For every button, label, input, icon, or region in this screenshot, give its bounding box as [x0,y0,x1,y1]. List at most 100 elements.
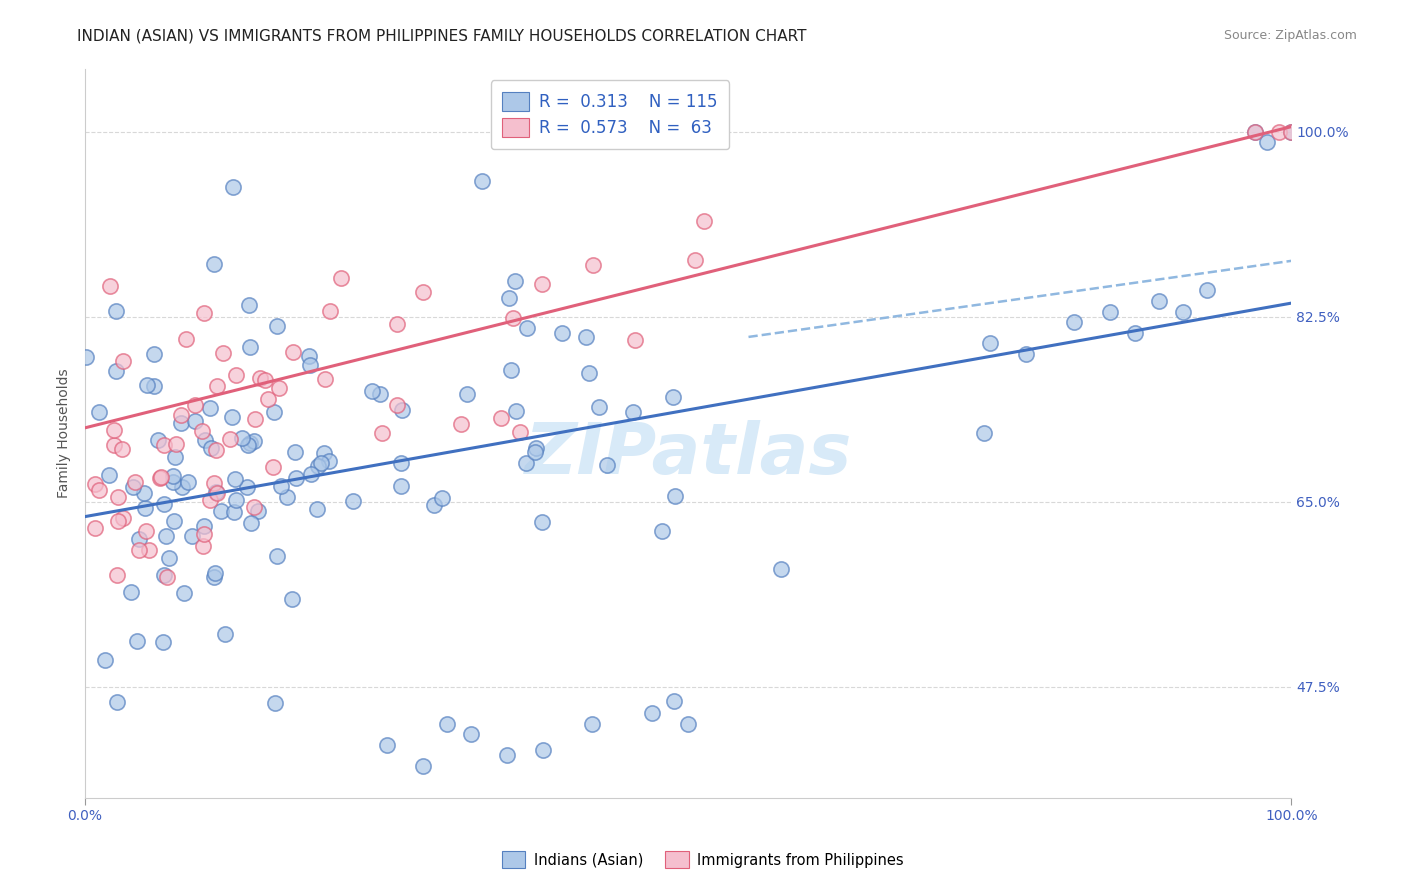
Point [246,504,269,518]
Point [103,438,125,452]
Point [314,446,336,460]
Point [180,529,202,543]
Point [284,471,307,485]
Point [143,347,166,361]
Point [1099,304,1122,318]
Point [1244,125,1267,139]
Point [266,549,288,563]
Point [163,514,186,528]
Point [243,500,266,514]
Point [149,471,172,485]
Point [146,434,169,448]
Point [257,392,280,406]
Point [621,405,644,419]
Point [243,434,266,449]
Point [231,431,253,445]
Point [253,373,276,387]
Point [502,311,524,326]
Point [212,346,235,360]
Point [153,438,176,452]
Point [205,379,228,393]
Point [423,499,446,513]
Point [138,542,160,557]
Point [1279,125,1302,139]
Point [124,475,146,490]
Point [307,459,329,474]
Point [162,468,184,483]
Point [243,412,266,426]
Point [578,366,600,380]
Point [276,490,298,504]
Point [524,441,547,455]
Point [263,697,285,711]
Point [664,489,686,503]
Point [155,570,177,584]
Point [194,433,217,447]
Point [152,634,174,648]
Point [330,270,353,285]
Point [389,479,412,493]
Point [1244,125,1267,139]
Point [110,442,132,456]
Point [238,298,260,312]
Point [299,467,322,482]
Point [183,398,205,412]
Point [193,527,215,541]
Point [319,304,342,318]
Point [266,318,288,333]
Point [122,479,145,493]
Point [153,568,176,582]
Point [471,174,494,188]
Point [575,330,598,344]
Point [105,695,128,709]
Point [1015,347,1038,361]
Point [1256,136,1278,150]
Point [523,445,546,459]
Point [263,405,285,419]
Point [267,381,290,395]
Point [125,634,148,648]
Point [105,567,128,582]
Point [281,344,304,359]
Point [1063,315,1085,329]
Point [318,454,340,468]
Point [200,442,222,456]
Point [143,379,166,393]
Point [371,426,394,441]
Point [979,336,1001,351]
Point [221,409,243,424]
Point [219,432,242,446]
Point [1123,326,1146,340]
Point [204,566,226,580]
Point [531,515,554,529]
Point [163,450,186,464]
Point [516,321,538,335]
Legend: Indians (Asian), Immigrants from Philippines: Indians (Asian), Immigrants from Philipp… [496,846,910,874]
Point [162,475,184,489]
Point [1147,293,1170,308]
Point [120,584,142,599]
Point [551,326,574,340]
Point [174,332,197,346]
Point [135,524,157,539]
Point [155,529,177,543]
Point [676,716,699,731]
Point [342,494,364,508]
Point [87,405,110,419]
Point [75,351,97,365]
Point [270,478,292,492]
Point [205,485,228,500]
Text: INDIAN (ASIAN) VS IMMIGRANTS FROM PHILIPPINES FAMILY HOUSEHOLDS CORRELATION CHAR: INDIAN (ASIAN) VS IMMIGRANTS FROM PHILIP… [77,29,807,44]
Point [505,274,527,288]
Point [281,591,304,606]
Text: ZIPatlas: ZIPatlas [524,420,852,490]
Point [436,716,458,731]
Point [262,460,284,475]
Point [238,340,260,354]
Point [165,437,187,451]
Point [152,496,174,510]
Point [112,353,135,368]
Point [457,386,479,401]
Point [236,438,259,452]
Point [84,477,107,491]
